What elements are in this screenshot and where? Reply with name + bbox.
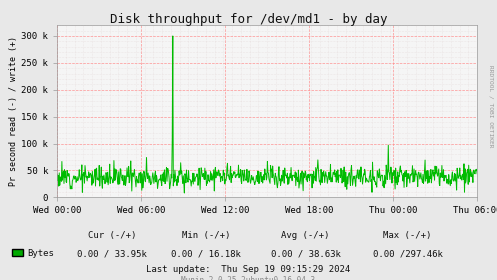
Text: Cur (-/+): Cur (-/+) (87, 231, 136, 240)
Text: 0.00 / 38.63k: 0.00 / 38.63k (271, 249, 340, 258)
Text: Bytes: Bytes (27, 249, 54, 258)
Text: 0.00 /297.46k: 0.00 /297.46k (373, 249, 442, 258)
Text: 0.00 / 16.18k: 0.00 / 16.18k (171, 249, 241, 258)
Y-axis label: Pr second read (-) / write (+): Pr second read (-) / write (+) (9, 36, 18, 186)
Text: Max (-/+): Max (-/+) (383, 231, 432, 240)
Text: RRDTOOL / TOBI OETIKER: RRDTOOL / TOBI OETIKER (488, 65, 493, 148)
Text: Munin 2.0.25-2ubuntu0.16.04.3: Munin 2.0.25-2ubuntu0.16.04.3 (181, 276, 316, 280)
Text: Avg (-/+): Avg (-/+) (281, 231, 330, 240)
Text: Last update:  Thu Sep 19 09:15:29 2024: Last update: Thu Sep 19 09:15:29 2024 (147, 265, 350, 274)
Text: Disk throughput for /dev/md1 - by day: Disk throughput for /dev/md1 - by day (110, 13, 387, 25)
Text: 0.00 / 33.95k: 0.00 / 33.95k (77, 249, 147, 258)
Text: Min (-/+): Min (-/+) (182, 231, 231, 240)
